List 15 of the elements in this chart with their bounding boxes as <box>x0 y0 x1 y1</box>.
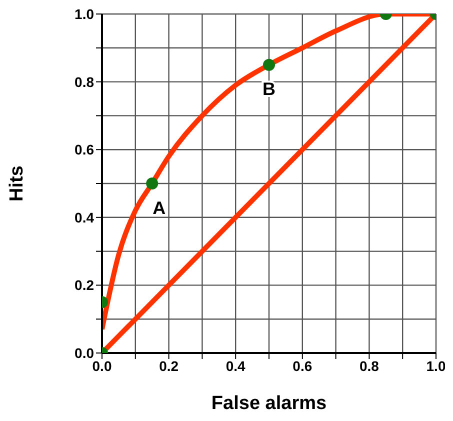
annotation: A <box>152 198 166 218</box>
y-tick-label: 0.6 <box>74 142 94 158</box>
x-tick-label: 0.0 <box>92 358 112 374</box>
y-tick-label: 0.8 <box>74 74 94 90</box>
x-tick-label: 1.0 <box>426 358 446 374</box>
y-axis-title: Hits <box>6 166 28 202</box>
y-tick-label: 0.2 <box>74 277 94 294</box>
y-tick-label: 1.0 <box>74 6 94 22</box>
x-tick-label: 0.8 <box>359 358 380 374</box>
y-tick-label: 0.4 <box>74 209 94 226</box>
x-tick-label: 0.4 <box>226 358 246 374</box>
y-tick-label: 0.0 <box>74 344 94 361</box>
x-tick-label: 0.6 <box>292 358 312 374</box>
x-axis-title: False alarms <box>211 393 327 414</box>
x-tick-label: 0.2 <box>159 358 179 374</box>
